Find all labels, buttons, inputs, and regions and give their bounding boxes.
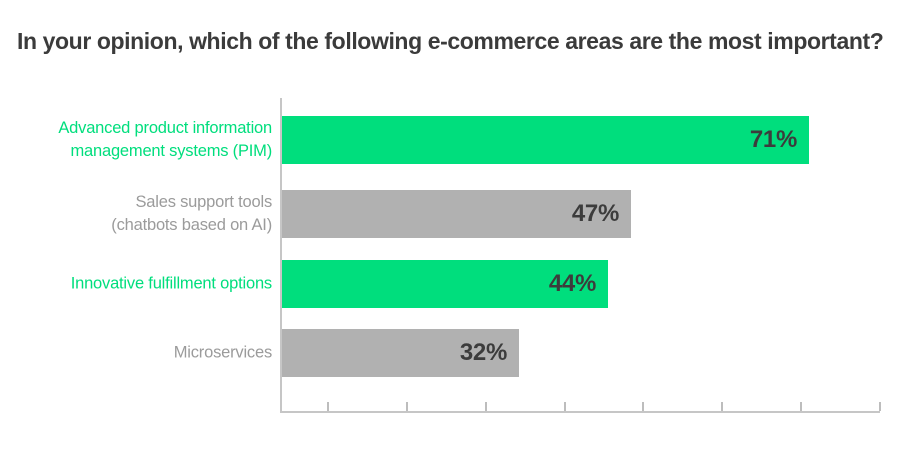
axis-tick-mark xyxy=(642,402,644,411)
bar: 47% xyxy=(282,190,631,238)
category-label-line: Microservices xyxy=(173,343,272,362)
axis-tick-mark xyxy=(406,402,408,411)
category-label-line: Sales support tools xyxy=(135,193,272,211)
axis-tick-mark xyxy=(485,402,487,411)
bar-value-label: 47% xyxy=(571,200,619,227)
axis-tick-mark xyxy=(721,402,723,411)
bar: 32% xyxy=(282,329,519,377)
category-label: Innovative fulfillment options xyxy=(71,273,272,296)
bar-value-label: 71% xyxy=(749,126,797,153)
plot-area: 71% 47% 44% 32% xyxy=(280,98,881,413)
bar-value-label: 32% xyxy=(459,339,507,366)
category-label-line: Advanced product information xyxy=(58,119,272,137)
bar: 44% xyxy=(282,260,608,308)
category-label-line: management systems (PIM) xyxy=(70,142,272,160)
axis-tick-mark xyxy=(800,402,802,411)
axis-tick-mark xyxy=(564,402,566,411)
category-label-line: (chatbots based on AI) xyxy=(111,216,272,234)
bar: 71% xyxy=(282,116,809,164)
category-label-line: Innovative fulfillment options xyxy=(70,274,272,293)
category-label: Sales support tools (chatbots based on AI… xyxy=(111,191,272,237)
category-label: Microservices xyxy=(174,342,272,365)
axis-tick-mark xyxy=(327,402,329,411)
axis-tick-mark xyxy=(879,402,881,411)
chart-title: In your opinion, which of the following … xyxy=(17,28,884,54)
bar-value-label: 44% xyxy=(548,270,596,297)
category-label: Advanced product information management s… xyxy=(58,117,272,163)
